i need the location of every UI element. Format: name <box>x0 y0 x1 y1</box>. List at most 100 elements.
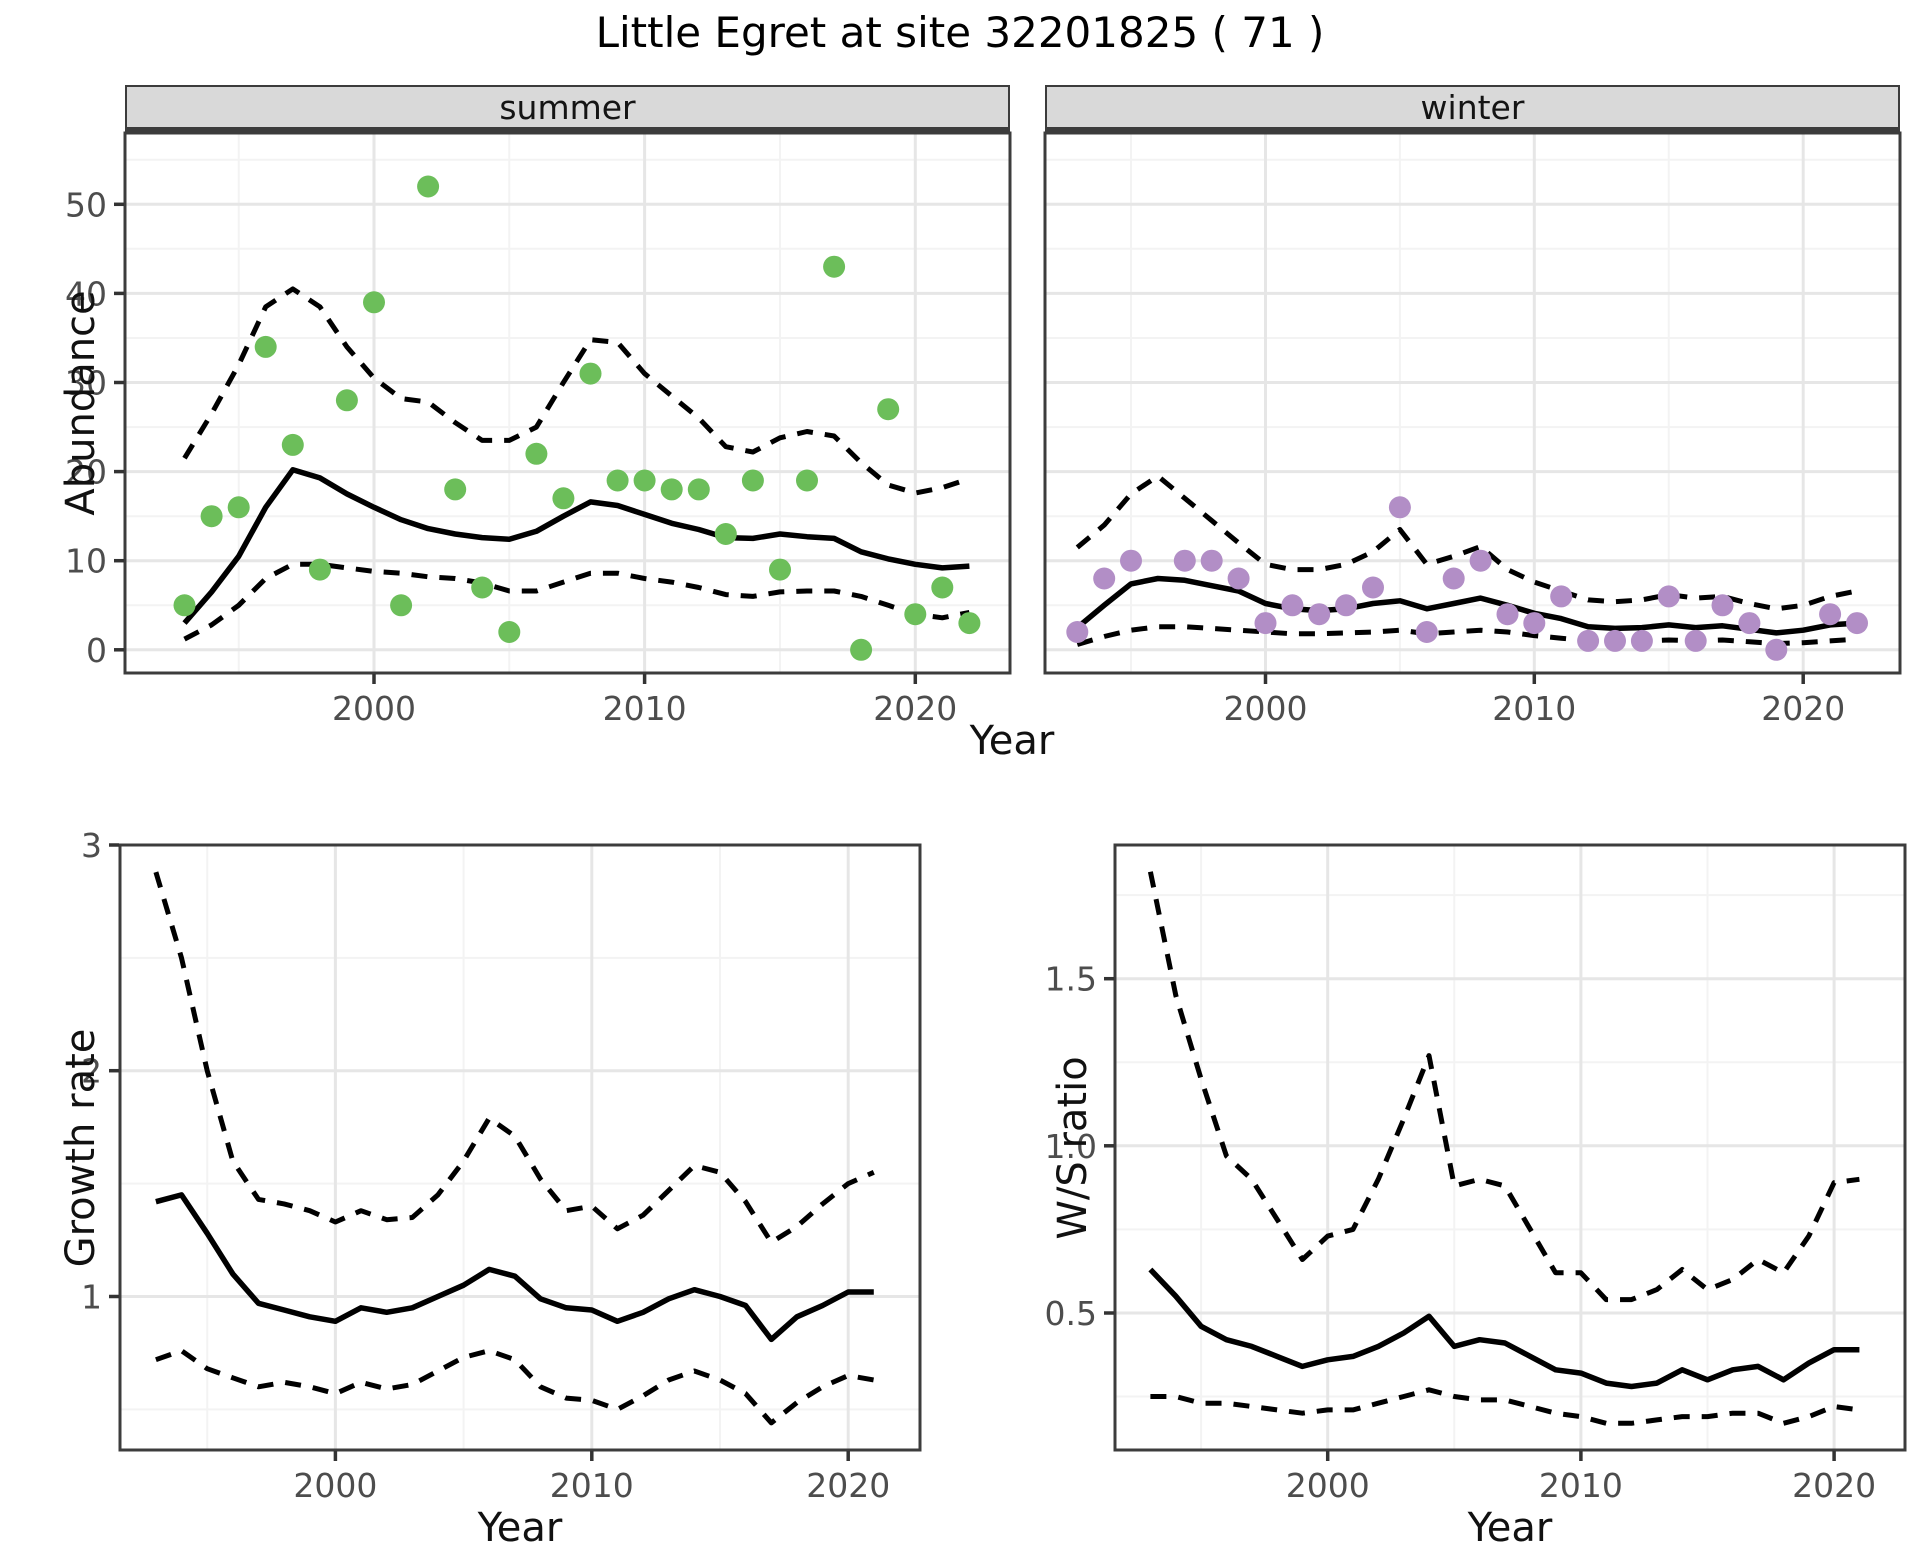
growth-y-tick-label: 3 <box>81 826 102 865</box>
growth-x-tick-label: 2020 <box>806 1466 890 1505</box>
facet-strip-summer: summer <box>125 85 1010 133</box>
winter-x-tick-label: 2010 <box>1492 689 1576 728</box>
winter-data-point <box>1684 629 1707 652</box>
summer-data-point <box>904 603 927 626</box>
summer-data-point <box>606 469 629 492</box>
y-axis-label-ws-ratio: W/S ratio <box>1050 1056 1096 1240</box>
winter-data-point <box>1604 629 1626 652</box>
winter-data-point <box>1550 585 1573 608</box>
summer-data-point <box>173 594 196 617</box>
winter-data-point <box>1496 603 1519 626</box>
ws-x-tick-label: 2010 <box>1539 1466 1623 1505</box>
winter-data-point <box>1120 549 1142 572</box>
summer-data-point <box>417 175 440 198</box>
panel-ws <box>1115 845 1905 1450</box>
ws-mean-line <box>1148 1267 1860 1390</box>
summer-data-point <box>363 291 385 314</box>
summer-data-point <box>254 335 277 358</box>
winter-data-point <box>1469 549 1492 572</box>
winter-data-point <box>1362 576 1384 599</box>
y-axis-label-growth-rate: Growth rate <box>58 1028 104 1268</box>
x-axis-label-year-top: Year <box>969 718 1055 764</box>
winter-data-point <box>1093 567 1116 590</box>
winter-data-point <box>1523 612 1546 635</box>
summer-data-point <box>741 469 764 492</box>
summer-data-point <box>308 558 331 581</box>
summer-x-tick-label: 2010 <box>603 689 687 728</box>
winter-data-point <box>1577 629 1600 652</box>
winter-data-point <box>1227 567 1250 590</box>
winter-data-point <box>1415 621 1438 643</box>
winter-data-point <box>1200 549 1223 572</box>
winter-x-tick-label: 2000 <box>1224 689 1308 728</box>
winter-data-point <box>1819 603 1842 626</box>
ws-y-tick-label: 1.5 <box>1045 960 1097 999</box>
ws-x-tick-label: 2000 <box>1286 1466 1370 1505</box>
summer-y-tick-label: 20 <box>65 453 107 492</box>
growth-x-tick-label: 2010 <box>550 1466 634 1505</box>
facet-strip-summer-label: summer <box>499 87 636 127</box>
summer-data-point <box>633 469 656 492</box>
summer-data-point <box>850 638 873 661</box>
winter-data-point <box>1630 629 1653 652</box>
summer-data-point <box>687 478 710 501</box>
winter-x-tick-label: 2020 <box>1761 689 1845 728</box>
x-axis-label-year-ws: Year <box>1467 1505 1553 1551</box>
winter-lower-ci-line <box>1076 624 1858 647</box>
ws-y-tick-label: 0.5 <box>1045 1294 1097 1333</box>
winter-data-point <box>1066 621 1089 643</box>
winter-mean-line <box>1075 575 1858 636</box>
growth-lower-ci-line <box>155 1348 875 1426</box>
winter-data-point <box>1335 594 1358 617</box>
winter-data-point <box>1442 567 1465 590</box>
summer-data-point <box>281 433 304 456</box>
x-axis-label-year-growth: Year <box>477 1505 563 1551</box>
panel-growth <box>120 845 920 1450</box>
summer-data-point <box>444 478 467 501</box>
chart-title: Little Egret at site 32201825 ( 71 ) <box>595 8 1325 57</box>
summer-y-tick-label: 30 <box>65 364 107 403</box>
y-axis-label-abundance: Abundance <box>58 290 104 516</box>
winter-data-point <box>1173 549 1196 572</box>
ws-lower-ci-line <box>1150 1387 1860 1426</box>
summer-data-point <box>471 576 494 599</box>
growth-y-tick-label: 1 <box>81 1278 102 1317</box>
summer-y-tick-label: 50 <box>65 185 107 224</box>
ws-panel-border <box>1113 843 1907 1452</box>
winter-data-point <box>1657 585 1680 608</box>
winter-panel-border <box>1043 131 1902 675</box>
summer-data-point <box>525 442 548 465</box>
winter-data-point <box>1308 603 1331 626</box>
summer-x-tick-label: 2020 <box>873 689 957 728</box>
growth-y-tick-label: 2 <box>81 1052 102 1091</box>
summer-x-tick-label: 2000 <box>332 689 416 728</box>
summer-data-point <box>227 496 250 519</box>
summer-data-point <box>931 576 954 599</box>
ws-y-tick-label: 1.0 <box>1045 1127 1097 1166</box>
winter-data-point <box>1711 594 1734 617</box>
summer-data-point <box>769 558 791 581</box>
summer-data-point <box>796 469 818 492</box>
winter-data-point <box>1388 496 1411 519</box>
summer-data-point <box>390 594 413 617</box>
summer-y-tick-label: 40 <box>65 274 107 313</box>
summer-data-point <box>877 398 900 421</box>
facet-strip-winter: winter <box>1045 85 1900 133</box>
summer-data-point <box>660 478 683 501</box>
ws-upper-ci-line <box>1147 871 1860 1303</box>
summer-data-point <box>200 505 223 528</box>
summer-upper-ci-line <box>182 286 971 496</box>
summer-y-tick-label: 10 <box>65 542 107 581</box>
growth-mean-line <box>155 1192 874 1343</box>
facet-strip-winter-label: winter <box>1420 87 1525 127</box>
summer-data-point <box>498 621 521 643</box>
ws-x-tick-label: 2020 <box>1792 1466 1876 1505</box>
panel-summer <box>125 133 1010 673</box>
summer-data-point <box>552 487 575 510</box>
summer-data-point <box>714 523 737 545</box>
summer-data-point <box>579 362 602 385</box>
growth-panel-border <box>118 843 922 1452</box>
winter-data-point <box>1254 612 1277 635</box>
